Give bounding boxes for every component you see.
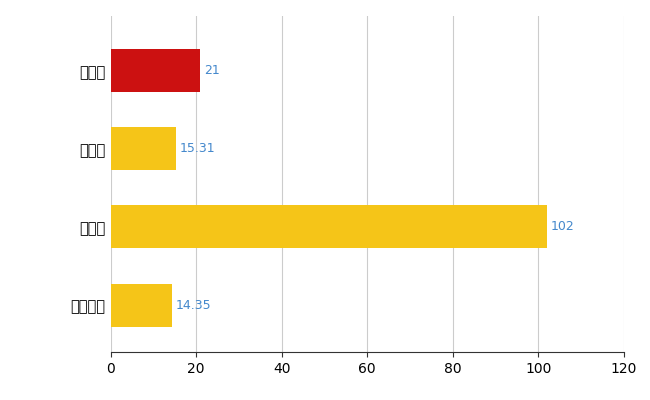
Text: 15.31: 15.31 (179, 142, 215, 155)
Text: 21: 21 (204, 64, 220, 77)
Bar (111, 49, 200, 92)
Bar (111, 127, 176, 170)
Bar (111, 206, 547, 248)
Bar (111, 284, 172, 327)
Text: 102: 102 (551, 220, 574, 234)
Text: 14.35: 14.35 (176, 299, 211, 312)
